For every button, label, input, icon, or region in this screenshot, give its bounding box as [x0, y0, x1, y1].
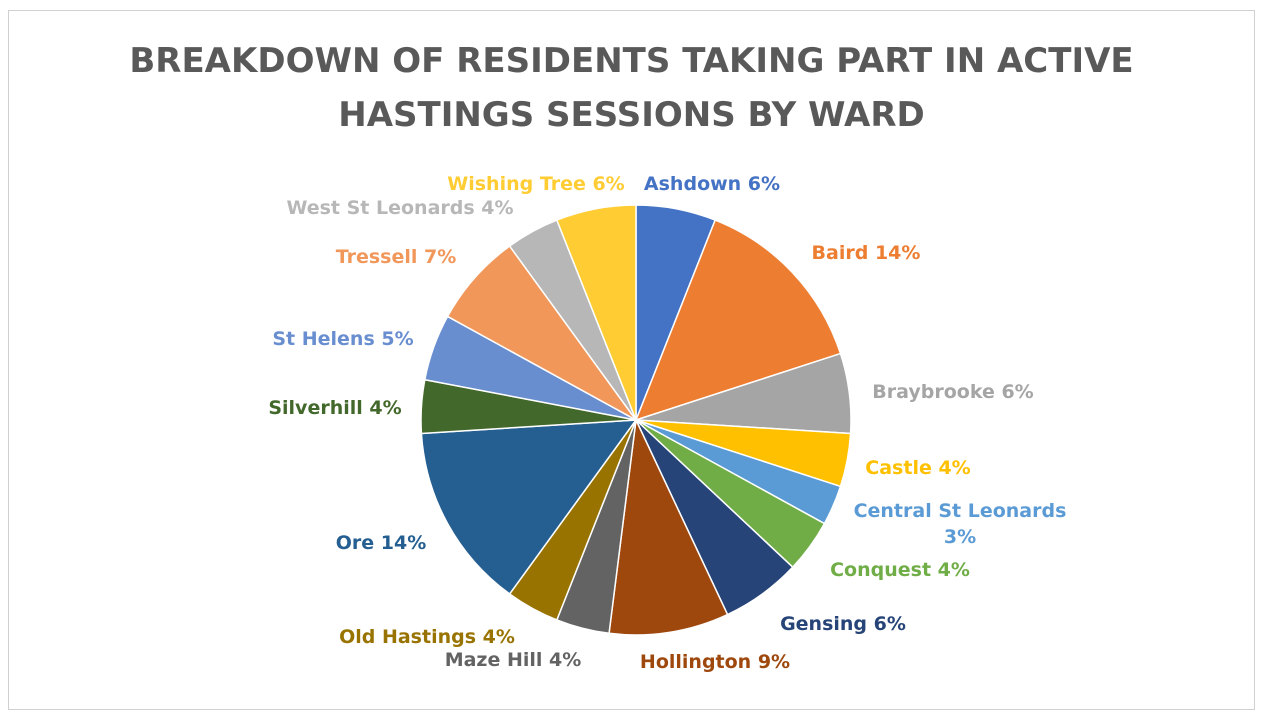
data-label-old-hastings: Old Hastings 4%: [339, 626, 515, 648]
data-label-hollington: Hollington 9%: [640, 651, 790, 673]
pie-slice-wishing-tree: [555, 204, 637, 421]
chart-title-line-1: BREAKDOWN OF RESIDENTS TAKING PART IN AC…: [129, 41, 1134, 81]
data-label-ore: Ore 14%: [336, 532, 427, 554]
pie-slice-ore: [420, 419, 638, 595]
chart-title: BREAKDOWN OF RESIDENTS TAKING PART IN AC…: [0, 34, 1263, 142]
chart-title-line-2: HASTINGS SESSIONS BY WARD: [338, 95, 925, 135]
data-label-ashdown: Ashdown 6%: [644, 173, 780, 195]
data-label-central-st-leonards: Central St Leonards 3%: [854, 500, 1067, 548]
data-label-st-helens: St Helens 5%: [272, 328, 413, 350]
pie-slice-hollington: [608, 417, 729, 636]
data-label-tressell: Tressell 7%: [336, 246, 457, 268]
data-label-wishing-tree: Wishing Tree 6%: [447, 173, 624, 195]
data-label-maze-hill: Maze Hill 4%: [445, 649, 582, 671]
data-label-conquest: Conquest 4%: [830, 559, 970, 581]
data-label-braybrooke: Braybrooke 6%: [872, 381, 1033, 403]
data-label-silverhill: Silverhill 4%: [268, 397, 401, 419]
data-label-castle: Castle 4%: [865, 457, 970, 479]
data-label-baird: Baird 14%: [812, 242, 921, 264]
pie-chart: Ashdown 6% Baird 14% Braybrooke 6% Castle 4…: [268, 173, 1067, 673]
data-label-west-st-leonards: West St Leonards 4%: [286, 197, 513, 219]
data-label-gensing: Gensing 6%: [780, 613, 906, 635]
